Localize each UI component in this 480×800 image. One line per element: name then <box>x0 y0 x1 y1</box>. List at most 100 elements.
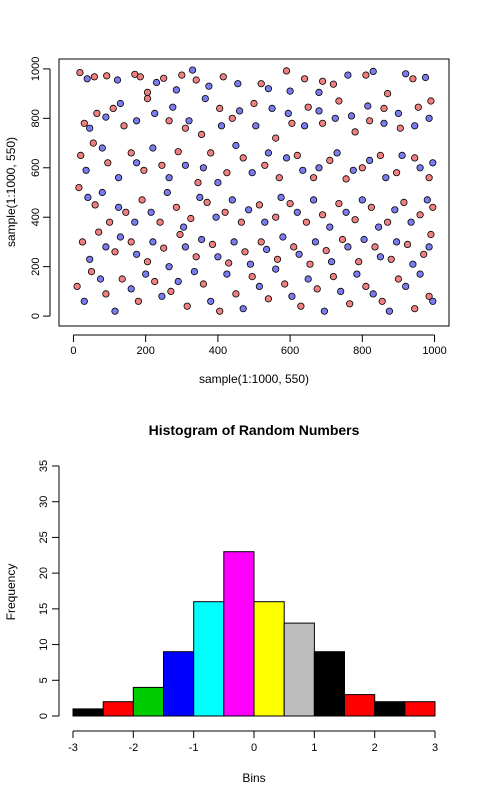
scatter-point <box>411 305 419 313</box>
scatter-point <box>309 174 318 182</box>
scatter-point <box>264 149 272 157</box>
scatter-point <box>91 201 99 209</box>
histogram-bar <box>102 701 134 717</box>
scatter-point <box>176 230 184 239</box>
scatter-y-tick-label: 400 <box>30 208 42 226</box>
scatter-point <box>214 179 222 187</box>
scatter-point <box>322 247 330 255</box>
scatter-point <box>261 161 269 169</box>
scatter-point <box>133 250 141 258</box>
scatter-point <box>371 243 379 251</box>
histogram-bar <box>193 601 225 717</box>
scatter-point <box>192 76 200 84</box>
scatter-point <box>111 248 119 256</box>
scatter-point <box>414 103 422 111</box>
scatter-point <box>255 201 263 209</box>
histogram-bar <box>72 708 104 717</box>
scatter-point <box>392 238 401 246</box>
scatter-point <box>239 154 247 162</box>
scatter-plot-box <box>58 58 450 327</box>
histogram-plot: Histogram of Random Numbers -3 -2 -1 0 1 2 3 0… <box>4 422 438 785</box>
scatter-point <box>400 198 408 206</box>
scatter-point <box>329 80 337 88</box>
scatter-point <box>349 166 357 174</box>
scatter-point <box>192 253 200 261</box>
scatter-point <box>293 151 301 159</box>
scatter-point <box>342 175 350 183</box>
scatter-point <box>239 305 247 313</box>
scatter-point <box>290 243 298 251</box>
scatter-point <box>96 275 105 283</box>
scatter-point <box>84 193 92 201</box>
scatter-point <box>320 307 328 315</box>
scatter-point <box>165 117 173 125</box>
scatter-point <box>383 90 392 98</box>
scatter-x-label: sample(1:1000, 550) <box>199 372 309 386</box>
scatter-point <box>201 95 209 103</box>
scatter-point <box>156 218 164 226</box>
scatter-point <box>264 295 272 303</box>
scatter-point <box>315 107 323 115</box>
scatter-point <box>315 88 323 97</box>
scatter-point <box>172 86 180 94</box>
scatter-point <box>344 71 352 79</box>
scatter-point <box>134 297 142 305</box>
histogram-y-tick-label: 35 <box>38 460 50 472</box>
scatter-point <box>93 109 101 118</box>
scatter-point <box>425 174 433 182</box>
scatter-point <box>165 174 173 182</box>
scatter-point <box>185 117 193 125</box>
scatter-point <box>199 164 207 172</box>
scatter-point <box>133 117 141 125</box>
scatter-point <box>127 149 135 157</box>
scatter-point <box>284 109 292 118</box>
scatter-point <box>416 211 424 219</box>
scatter-point <box>300 75 309 83</box>
histogram-y-tick-label: 0 <box>38 713 50 719</box>
scatter-point <box>163 188 171 197</box>
scatter-point <box>396 124 404 132</box>
scatter-y-label: sample(1:1000, 550) <box>4 137 18 247</box>
scatter-point <box>378 297 386 305</box>
scatter-point <box>315 164 323 172</box>
scatter-point <box>87 267 96 276</box>
histogram-x-label: Bins <box>242 771 265 785</box>
histogram-x-tick-label: -1 <box>189 742 199 754</box>
histogram-bar <box>253 601 285 717</box>
scatter-point <box>228 114 236 122</box>
scatter-point <box>95 228 103 236</box>
scatter-point <box>376 151 384 159</box>
scatter-point <box>313 285 321 293</box>
histogram-y-tick-label: 20 <box>38 567 50 579</box>
scatter-point <box>275 174 283 182</box>
scatter-point <box>392 169 401 177</box>
scatter-point <box>189 66 197 74</box>
scatter-point <box>158 292 166 300</box>
histogram-y-tick-label: 15 <box>38 603 50 615</box>
scatter-point <box>380 104 388 113</box>
scatter-point <box>423 196 431 204</box>
scatter-point <box>355 258 363 266</box>
scatter-point <box>338 235 347 244</box>
scatter-point <box>246 260 254 268</box>
scatter-point <box>106 218 114 226</box>
scatter-point <box>140 166 148 174</box>
scatter-point <box>295 250 303 258</box>
scatter-point <box>391 206 399 214</box>
scatter-point <box>411 122 419 130</box>
scatter-point <box>374 223 383 231</box>
scatter-point <box>351 216 359 224</box>
histogram-x-axis: -3 -2 -1 0 1 2 3 <box>68 730 438 754</box>
scatter-point <box>421 73 430 82</box>
scatter-point <box>131 218 139 226</box>
scatter-point <box>194 179 202 187</box>
scatter-point <box>429 159 437 167</box>
scatter-point <box>333 149 341 157</box>
scatter-point <box>364 102 372 110</box>
scatter-point <box>376 253 384 261</box>
scatter-point <box>236 107 244 115</box>
scatter-x-tick-label: 800 <box>353 345 371 357</box>
scatter-y-tick-label: 800 <box>30 109 42 127</box>
scatter-point <box>369 290 377 298</box>
